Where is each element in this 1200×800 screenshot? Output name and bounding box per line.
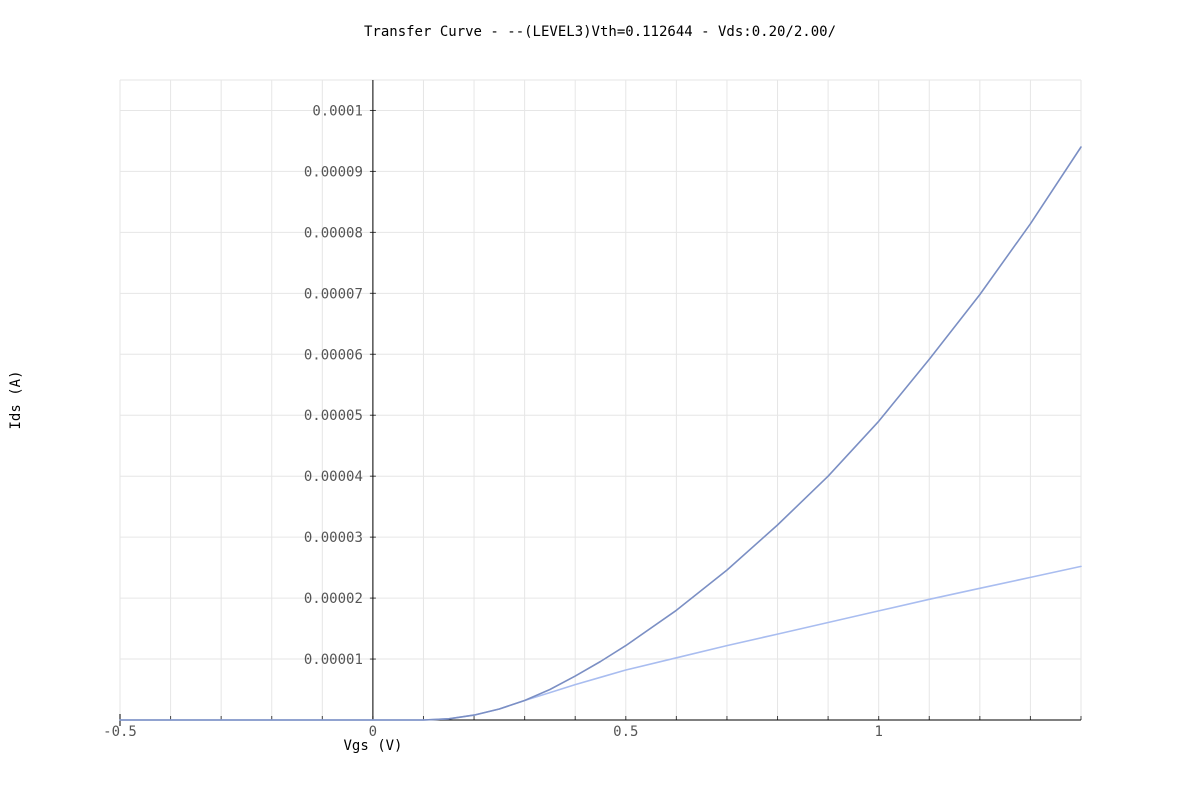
tick-labels: -0.5 0 0.5 1 0.00001 0.00002 0.00003 0.00004 0.0…	[103, 103, 883, 740]
y-tick-label: 0.00009	[304, 164, 363, 180]
x-tick-label: -0.5	[103, 724, 137, 740]
y-tick-label: 0.00005	[304, 408, 363, 424]
y-tick-label: 0.00004	[304, 469, 363, 485]
x-axis-label: Vgs (V)	[343, 738, 402, 754]
y-tick-label: 0.00003	[304, 530, 363, 546]
x-tick-label: 1	[874, 724, 882, 740]
x-tick-label: 0	[369, 724, 377, 740]
y-tick-label: 0.00007	[304, 286, 363, 302]
y-tick-label: 0.0001	[312, 103, 363, 119]
x-tick-label: 0.5	[613, 724, 638, 740]
y-tick-label: 0.00006	[304, 347, 363, 363]
y-tick-label: 0.00002	[304, 591, 363, 607]
y-tick-label: 0.00001	[304, 652, 363, 668]
series-group	[119, 146, 1082, 721]
series-line-1	[119, 146, 1082, 721]
chart-title: Transfer Curve - --(LEVEL3)Vth=0.112644 …	[364, 24, 836, 40]
y-tick-label: 0.00008	[304, 225, 363, 241]
y-axis-label: Ids (A)	[8, 370, 24, 429]
